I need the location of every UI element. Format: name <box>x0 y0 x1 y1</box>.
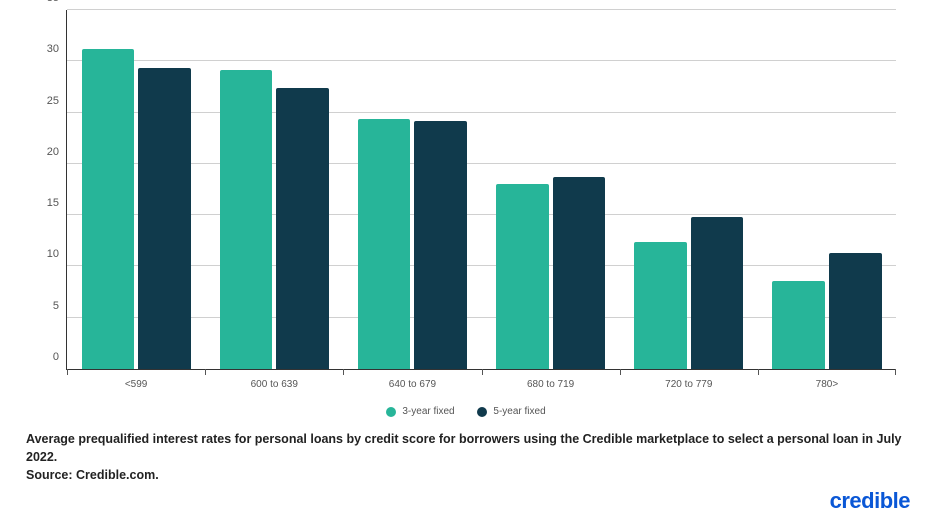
caption: Average prequalified interest rates for … <box>26 430 906 484</box>
y-axis-label: 0 <box>53 351 67 363</box>
x-tick <box>67 369 68 375</box>
x-axis-label: 720 to 779 <box>620 369 758 390</box>
category-group: <599 <box>67 10 205 369</box>
y-axis-label: 30 <box>47 43 67 55</box>
legend-swatch-5yr <box>477 407 487 417</box>
bar <box>414 121 467 369</box>
x-axis-label: 780> <box>758 369 896 390</box>
bar <box>220 70 273 370</box>
x-axis-label: 640 to 679 <box>343 369 481 390</box>
x-categories: <599600 to 639640 to 679680 to 719720 to… <box>67 10 896 369</box>
y-axis-label: 35 <box>47 0 67 4</box>
legend-item-5yr: 5-year fixed <box>477 406 545 417</box>
x-tick <box>482 369 483 375</box>
x-axis-label: <599 <box>67 369 205 390</box>
category-group: 600 to 639 <box>205 10 343 369</box>
y-axis-label: 15 <box>47 197 67 209</box>
x-tick <box>895 369 896 375</box>
y-axis-label: 20 <box>47 146 67 158</box>
x-axis-label: 680 to 719 <box>482 369 620 390</box>
bar <box>772 281 825 369</box>
category-group: 640 to 679 <box>343 10 481 369</box>
category-group: 720 to 779 <box>620 10 758 369</box>
x-tick <box>758 369 759 375</box>
y-axis-label: 5 <box>53 300 67 312</box>
category-group: 680 to 719 <box>482 10 620 369</box>
bar <box>829 253 882 369</box>
category-group: 780> <box>758 10 896 369</box>
x-tick <box>620 369 621 375</box>
bar <box>691 217 744 369</box>
legend-item-3yr: 3-year fixed <box>386 406 454 417</box>
plot-area: 05101520253035<599600 to 639640 to 67968… <box>66 10 896 370</box>
legend: 3-year fixed 5-year fixed <box>0 406 932 420</box>
x-tick <box>205 369 206 375</box>
y-axis-label: 10 <box>47 248 67 260</box>
bar <box>138 68 191 369</box>
legend-label-3yr: 3-year fixed <box>402 406 454 417</box>
bar <box>553 177 606 369</box>
chart-container: 05101520253035<599600 to 639640 to 67968… <box>26 10 906 400</box>
brand-logo: credible <box>830 488 910 514</box>
y-axis-label: 25 <box>47 95 67 107</box>
caption-line-2: Source: Credible.com. <box>26 468 159 482</box>
bar <box>82 49 135 369</box>
bar <box>634 242 687 369</box>
bar <box>496 184 549 369</box>
x-tick <box>343 369 344 375</box>
bar <box>358 119 411 369</box>
legend-swatch-3yr <box>386 407 396 417</box>
x-axis-label: 600 to 639 <box>205 369 343 390</box>
bar <box>276 88 329 369</box>
caption-line-1: Average prequalified interest rates for … <box>26 432 902 464</box>
legend-label-5yr: 5-year fixed <box>493 406 545 417</box>
